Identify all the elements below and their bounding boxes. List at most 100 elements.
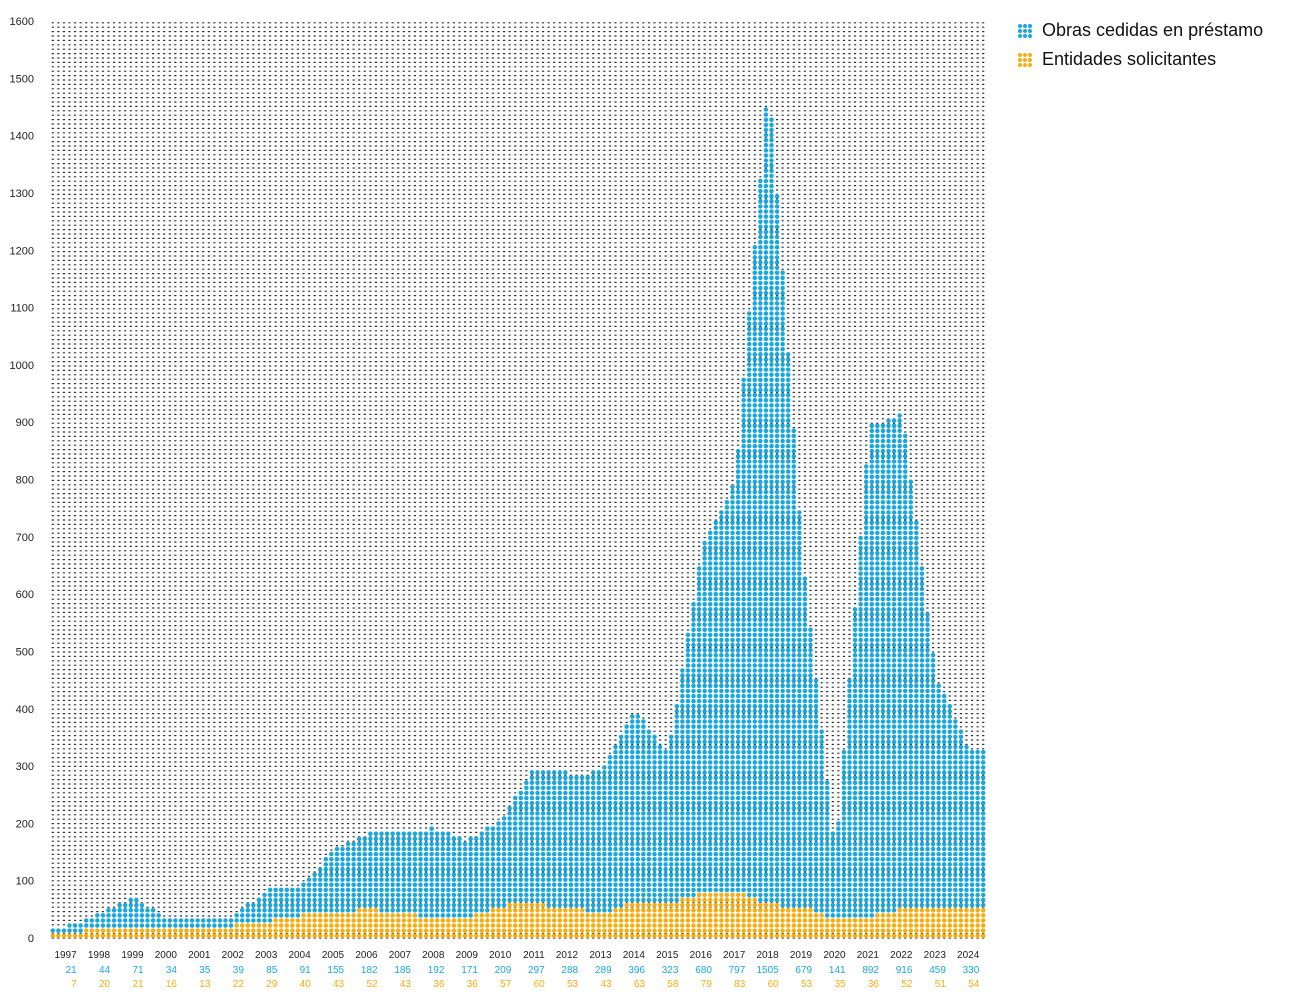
data-label-obras: 916 [896,965,913,976]
bar-2007 [384,831,418,938]
data-label-obras: 1505 [756,965,779,976]
data-label-obras: 297 [528,965,545,976]
data-label-entidades: 22 [233,979,245,990]
bar-1999 [117,897,150,938]
y-tick-label: 600 [16,589,34,601]
x-tick-label: 2013 [589,950,612,961]
data-label-obras: 892 [862,965,879,976]
bar-2013 [585,744,618,938]
data-label-entidades: 36 [467,979,479,990]
data-label-obras: 185 [394,965,411,976]
data-label-obras: 44 [99,965,111,976]
x-tick-label: 2005 [322,950,345,961]
data-label-obras: 192 [428,965,445,976]
data-label-entidades: 29 [266,979,278,990]
x-tick-label: 2014 [623,950,646,961]
x-tick-label: 1999 [121,950,144,961]
data-label-entidades: 60 [534,979,546,990]
data-label-obras: 679 [795,965,812,976]
legend-label-entidades: Entidades solicitantes [1042,49,1217,69]
x-tick-label: 2007 [389,950,412,961]
data-label-entidades: 52 [901,979,913,990]
y-tick-label: 1200 [10,245,34,257]
bar-2015 [652,668,685,938]
data-label-obras: 289 [595,965,612,976]
data-label-obras: 209 [495,965,512,976]
x-tick-label: 2008 [422,950,445,961]
data-label-entidades: 53 [801,979,813,990]
data-label-obras: 323 [662,965,679,976]
y-tick-label: 300 [16,761,34,773]
data-label-entidades: 36 [868,979,880,990]
data-label-entidades: 43 [400,979,412,990]
data-label-entidades: 57 [500,979,512,990]
legend-swatch-blue-icon [1018,23,1032,38]
bar-2010 [485,795,518,938]
bar-2004 [284,872,317,938]
x-tick-label: 2004 [288,950,311,961]
bar-2017 [719,311,752,938]
x-tick-label: 2001 [188,950,211,961]
data-label-entidades: 60 [768,979,780,990]
x-tick-label: 2006 [355,950,378,961]
data-label-obras: 396 [628,965,645,976]
y-tick-label: 1000 [10,360,34,372]
data-label-entidades: 53 [567,979,579,990]
data-label-entidades: 79 [701,979,713,990]
y-tick-label: 800 [16,475,34,487]
x-tick-label: 2000 [155,950,178,961]
data-label-entidades: 36 [433,979,445,990]
data-label-obras: 330 [963,965,980,976]
data-label-obras: 459 [929,965,946,976]
data-label-obras: 35 [199,965,211,976]
x-tick-label: 2021 [857,950,880,961]
data-label-entidades: 40 [300,979,312,990]
y-tick-label: 1300 [10,188,34,200]
y-tick-label: 100 [16,876,34,888]
data-label-entidades: 52 [366,979,378,990]
bar-2014 [618,714,652,938]
data-label-obras: 680 [695,965,712,976]
y-tick-label: 400 [16,704,34,716]
bar-2016 [685,520,719,938]
x-tick-label: 2009 [456,950,479,961]
bar-2012 [551,770,585,938]
bar-2023 [919,566,953,938]
data-label-entidades: 83 [734,979,746,990]
legend-label-obras: Obras cedidas en préstamo [1042,20,1264,40]
data-label-entidades: 63 [634,979,646,990]
data-label-entidades: 43 [333,979,345,990]
bar-2022 [886,413,919,938]
x-tick-label: 2019 [790,950,813,961]
y-tick-label: 1400 [10,131,34,143]
data-label-obras: 21 [66,965,78,976]
x-tick-label: 2023 [924,950,947,961]
y-tick-label: 200 [16,818,34,830]
y-tick-label: 1500 [10,73,34,85]
bar-2018 [752,107,785,938]
x-tick-label: 2016 [690,950,713,961]
y-tick-label: 700 [16,532,34,544]
grid-dot-pattern [51,22,985,939]
data-label-entidades: 43 [600,979,612,990]
data-label-entidades: 58 [667,979,679,990]
bar-2006 [351,831,384,938]
data-label-obras: 71 [132,965,144,976]
series-dots [50,107,986,938]
bar-2001 [184,918,217,938]
legend-item-entidades: Entidades solicitantes [1018,45,1263,74]
data-label-obras: 171 [461,965,478,976]
data-label-obras: 182 [361,965,378,976]
bar-2020 [819,678,852,938]
data-label-entidades: 54 [968,979,980,990]
bar-2021 [852,423,886,938]
legend-swatch-orange-icon [1018,52,1032,67]
bar-2000 [150,908,184,938]
legend: Obras cedidas en préstamo Entidades soli… [1018,16,1263,74]
x-tick-label: 1998 [88,950,111,961]
x-tick-label: 2022 [890,950,913,961]
x-tick-label: 2003 [255,950,278,961]
bar-2019 [785,352,819,938]
bar-2009 [451,831,485,938]
